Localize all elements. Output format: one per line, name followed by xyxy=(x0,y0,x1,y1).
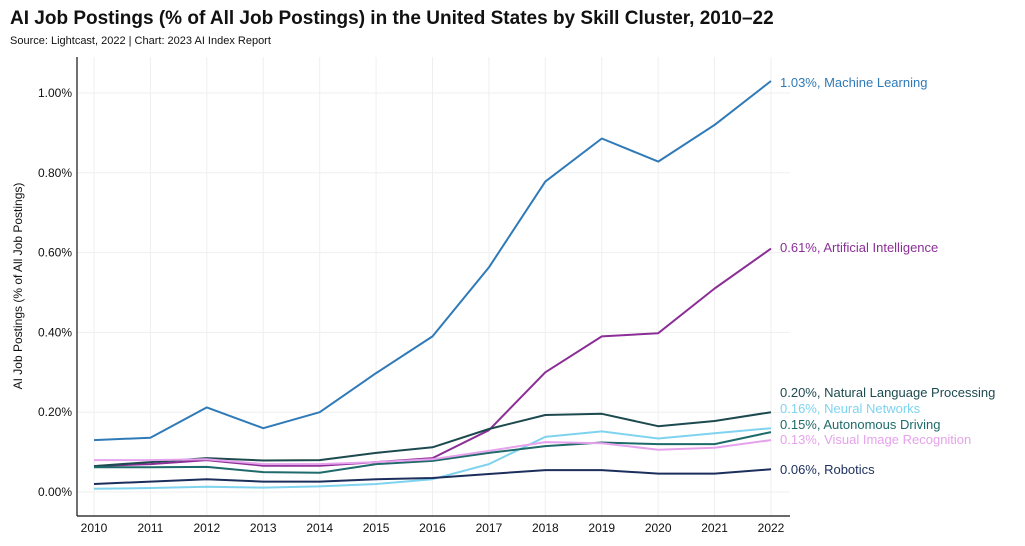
series-label-machine-learning: 1.03%, Machine Learning xyxy=(780,75,927,90)
chart-title: AI Job Postings (% of All Job Postings) … xyxy=(10,8,774,29)
y-tick-label: 0.60% xyxy=(38,246,72,260)
x-tick-label: 2022 xyxy=(758,521,785,535)
series-line-visual-image-recognition xyxy=(94,439,772,466)
x-tick-label: 2021 xyxy=(701,521,728,535)
axes: 0.00% 0.20% 0.40% 0.60% 0.80% 1.00% 2010 2011 20… xyxy=(38,57,790,535)
series-label-natural-language-processing: 0.20%, Natural Language Processing xyxy=(780,385,995,400)
series-label-artificial-intelligence: 0.61%, Artificial Intelligence xyxy=(780,240,938,255)
y-axis-label: AI Job Postings (% of All Job Postings) xyxy=(11,183,25,390)
x-tick-label: 2018 xyxy=(532,521,559,535)
x-tick-label: 2017 xyxy=(476,521,503,535)
y-tick-label: 0.40% xyxy=(38,325,72,339)
x-tick-label: 2012 xyxy=(193,521,220,535)
series-label-robotics: 0.06%, Robotics xyxy=(780,462,875,477)
y-tick-label: 0.20% xyxy=(38,405,72,419)
x-tick-label: 2013 xyxy=(250,521,277,535)
series-line-natural-language-processing xyxy=(93,411,772,468)
x-tick-label: 2015 xyxy=(363,521,390,535)
x-tick-label: 2016 xyxy=(419,521,446,535)
y-tick-label: 1.00% xyxy=(38,86,72,100)
series-label-autonomous-driving: 0.15%, Autonomous Driving xyxy=(780,417,940,432)
series-label-neural-networks: 0.16%, Neural Networks xyxy=(780,401,921,416)
x-tick-label: 2011 xyxy=(138,521,164,535)
y-tick-label: 0.80% xyxy=(38,166,72,180)
chart-subtitle: Source: Lightcast, 2022 | Chart: 2023 AI… xyxy=(10,35,271,47)
x-tick-label: 2019 xyxy=(588,521,615,535)
series-line-neural-networks xyxy=(93,427,772,490)
x-tick-label: 2010 xyxy=(81,521,108,535)
x-tick-label: 2014 xyxy=(306,521,333,535)
series-end-labels: 1.03%, Machine Learning 0.61%, Artificial… xyxy=(780,75,995,477)
series-lines xyxy=(93,80,772,490)
series-line-robotics xyxy=(93,468,772,485)
x-tick-label: 2020 xyxy=(645,521,672,535)
y-tick-label: 0.00% xyxy=(38,485,72,499)
series-line-autonomous-driving xyxy=(94,431,772,474)
series-label-visual-image-recognition: 0.13%, Visual Image Recognition xyxy=(780,432,971,447)
